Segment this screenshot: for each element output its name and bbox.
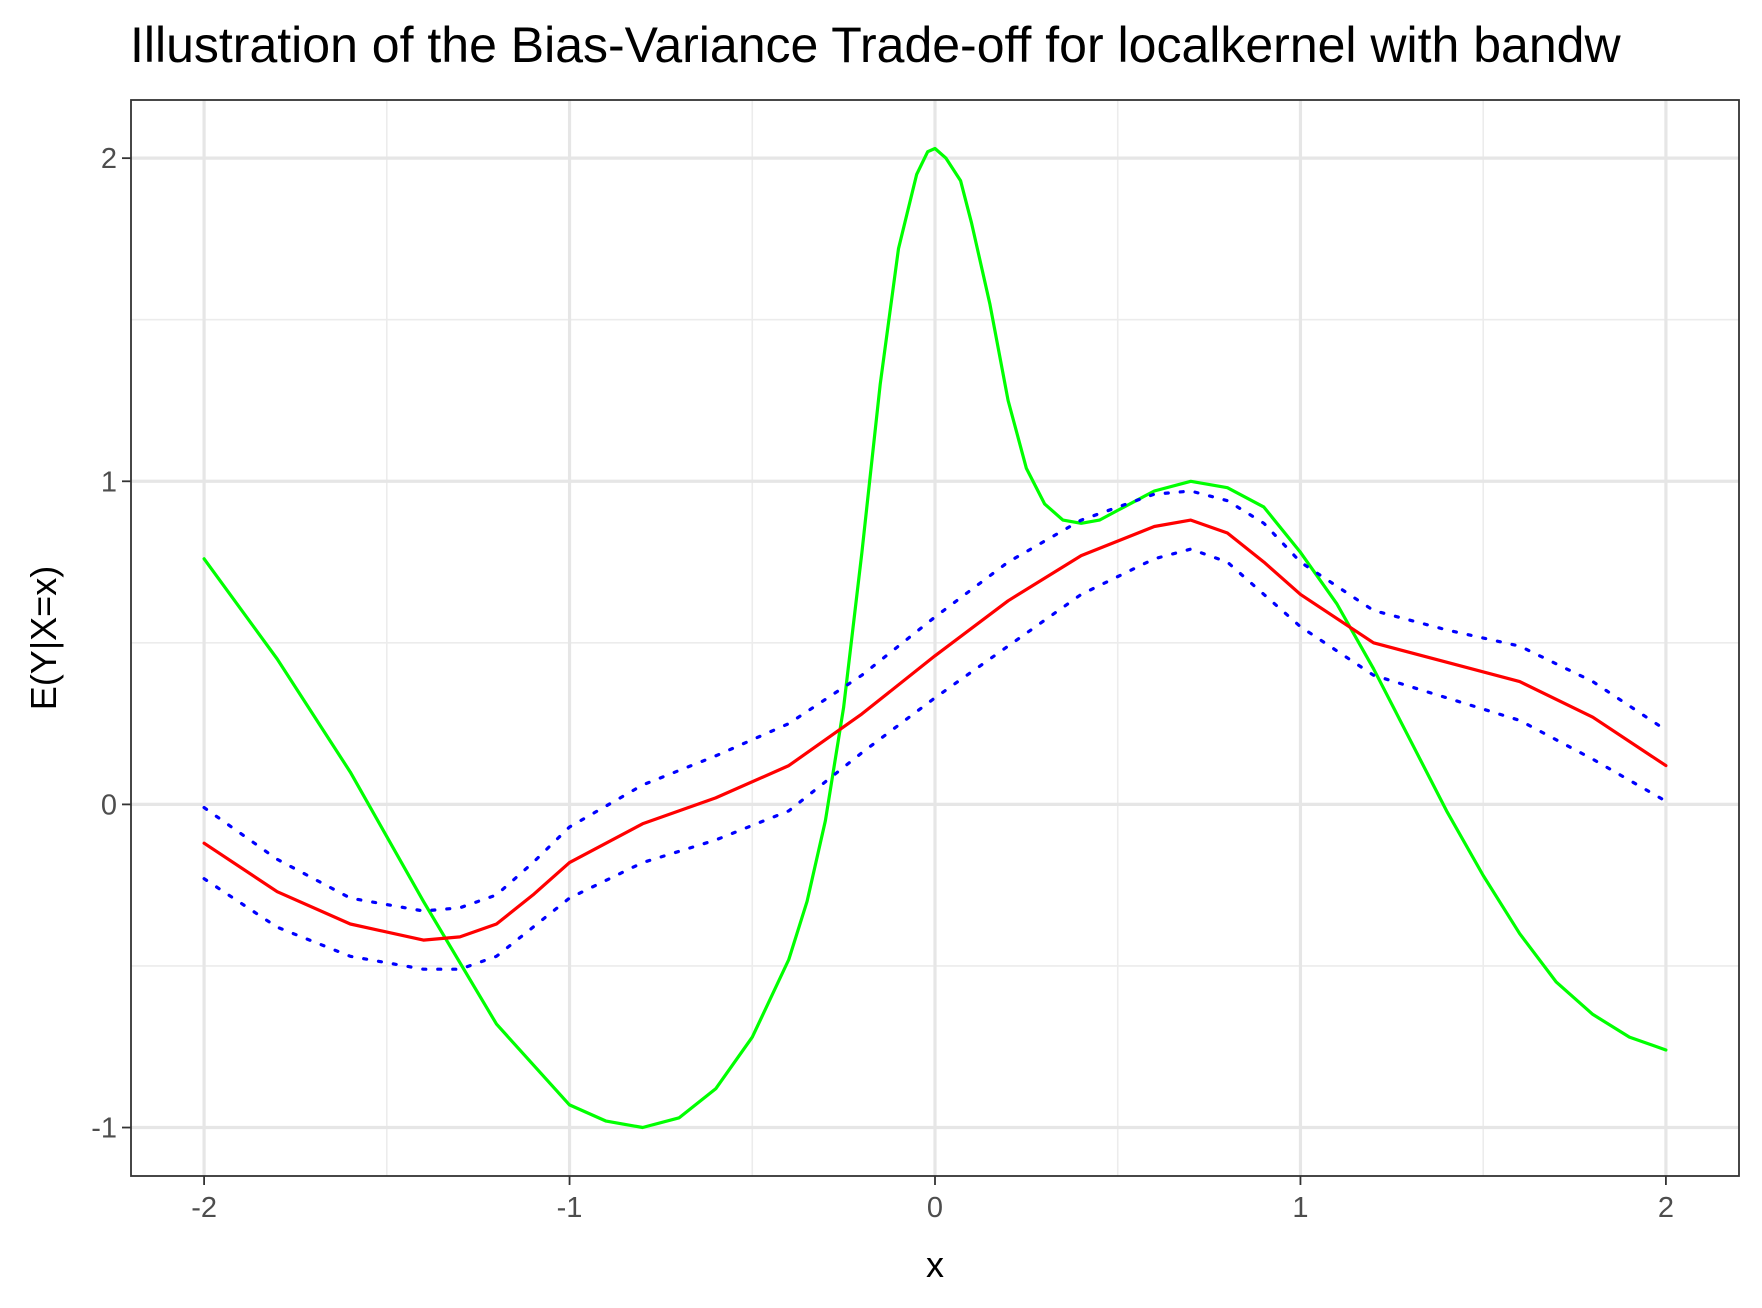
y-tick-label: -1 (91, 1113, 117, 1145)
y-axis-title: E(Y|X=x) (23, 566, 64, 710)
x-tick-label: 1 (1292, 1192, 1308, 1224)
x-tick-label: -2 (191, 1192, 217, 1224)
series-line-2 (202, 518, 1668, 942)
x-tick-label: -1 (557, 1192, 583, 1224)
axis-ticks: -2 -1 0 1 2 -1 0 1 2 (91, 143, 1674, 1224)
y-tick-label: 0 (101, 789, 117, 821)
x-tick-label: 0 (927, 1192, 943, 1224)
y-tick-label: 1 (101, 466, 117, 498)
grid (131, 100, 1739, 1176)
series-line-1 (202, 146, 1668, 1130)
series-layer (202, 146, 1668, 1130)
chart-title: Illustration of the Bias-Variance Trade-… (130, 17, 1621, 73)
y-tick-label: 2 (101, 143, 117, 175)
series-line-4 (202, 547, 1668, 971)
x-axis-title: x (926, 1244, 944, 1285)
x-tick-label: 2 (1658, 1192, 1674, 1224)
